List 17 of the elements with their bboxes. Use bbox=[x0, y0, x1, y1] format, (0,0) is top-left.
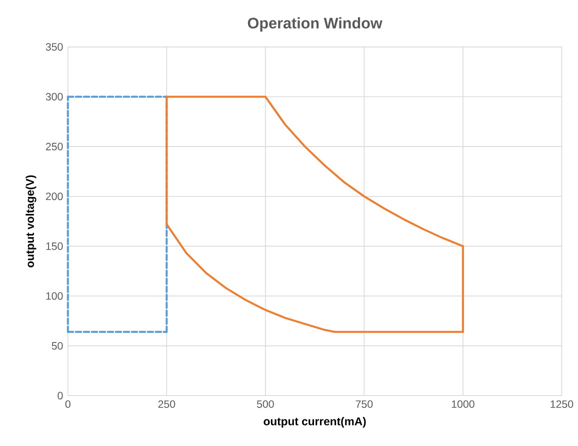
x-tick-label: 0 bbox=[65, 400, 70, 408]
x-tick-label: 1000 bbox=[452, 400, 474, 408]
chart-title: Operation Window bbox=[248, 17, 382, 32]
y-tick-label: 150 bbox=[46, 242, 63, 250]
y-tick-label: 300 bbox=[46, 92, 63, 100]
y-tick-label: 250 bbox=[46, 142, 63, 150]
y-tick-label: 200 bbox=[46, 192, 63, 200]
y-tick-label: 100 bbox=[46, 292, 63, 300]
x-tick-label: 1250 bbox=[550, 400, 574, 408]
x-axis-title: output current(mA) bbox=[264, 416, 366, 428]
x-tick-label: 500 bbox=[256, 400, 274, 408]
y-tick-label: 50 bbox=[52, 342, 63, 350]
y-axis-title: output voltage(V) bbox=[26, 175, 36, 268]
x-tick-label: 250 bbox=[158, 400, 176, 408]
y-tick-label: 350 bbox=[46, 43, 63, 51]
y-tick-label: 0 bbox=[58, 392, 63, 400]
x-tick-label: 750 bbox=[356, 400, 373, 408]
